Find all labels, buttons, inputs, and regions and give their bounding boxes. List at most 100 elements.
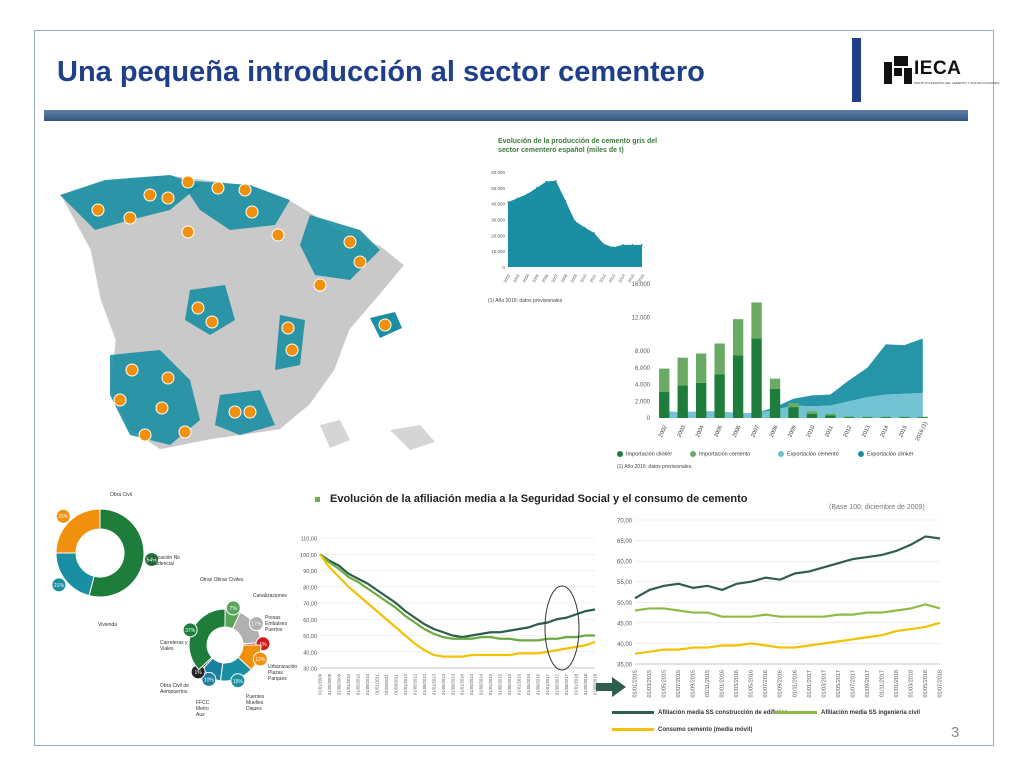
legend-ingenieria: Afiliación media SS ingeniería civil bbox=[775, 710, 920, 716]
line-xtick: 01/07/2015 bbox=[676, 670, 682, 698]
trade-bar-imp-cemento bbox=[788, 402, 799, 408]
production-footnote: (1) Año 2016: datos provisionales bbox=[488, 298, 563, 304]
line-ytick: 110,00 bbox=[301, 537, 317, 543]
trade-bar-imp-clinker bbox=[751, 338, 762, 418]
trade-bar-imp-clinker bbox=[843, 417, 855, 418]
prod-point bbox=[526, 193, 528, 195]
prod-xtick: 2006 bbox=[541, 272, 550, 283]
donut-value-label: 15% bbox=[233, 679, 244, 685]
line-xtick: 01/09/2012 bbox=[422, 673, 427, 695]
legend-consumo: Consumo cemento (media móvil) bbox=[612, 727, 752, 733]
trade-xtick: 2002 bbox=[658, 425, 669, 439]
prod-area bbox=[508, 180, 642, 267]
prod-point bbox=[564, 199, 567, 202]
line-xtick: 01/09/2010 bbox=[365, 673, 370, 695]
trade-area-3 bbox=[664, 338, 923, 413]
zoom-arrow-icon bbox=[596, 677, 626, 697]
donut-value-label: 21% bbox=[54, 583, 65, 589]
prod-xtick: 2005 bbox=[531, 272, 540, 283]
prod-xtick: 2009 bbox=[569, 272, 578, 283]
prod-ytick: 60.000 bbox=[491, 170, 505, 175]
line-ytick: 50,00 bbox=[617, 601, 633, 607]
trade-ytick: 6.000 bbox=[635, 366, 651, 372]
label-edificacion: Edificación No Residencial bbox=[148, 555, 180, 567]
trade-bar-imp-clinker bbox=[788, 407, 799, 418]
prod-xtick: 2012 bbox=[598, 272, 607, 283]
legend-importacion-clinker: Importación clinker bbox=[617, 451, 672, 457]
affiliation-line-chart-right: 35,00 40,00 45,00 50,00 55,00 60,00 65,00 70,00… bbox=[617, 519, 944, 698]
line-series bbox=[319, 553, 595, 642]
prod-xtick: 2013 bbox=[608, 272, 617, 283]
donut-value-label: 1% bbox=[195, 670, 203, 676]
donut-value-badge bbox=[230, 673, 246, 689]
trade-bar-imp-cemento bbox=[714, 343, 725, 375]
donut-value-label: 54% bbox=[147, 558, 158, 564]
trade-xtick: 2010 bbox=[806, 425, 817, 439]
line-xtick: 01/01/2018 bbox=[574, 673, 579, 695]
trade-chart: 0 2.000 4.000 6.000 8.000 12.000 16.000 2002 200… bbox=[632, 282, 929, 442]
donut-value-badge bbox=[144, 552, 160, 568]
line-series bbox=[634, 603, 941, 618]
line-xtick: 01/07/2018 bbox=[938, 670, 944, 698]
prod-point bbox=[641, 244, 643, 246]
line-ytick: 35,00 bbox=[617, 663, 633, 669]
trade-footnote: (1) Año 2016: datos provisionales. bbox=[617, 464, 693, 470]
logo-text: IECA bbox=[914, 58, 962, 79]
label-vivienda: Vivienda bbox=[98, 622, 118, 628]
donut-value-badge bbox=[252, 651, 268, 667]
label-presas: Presas Embalses Puertos bbox=[265, 615, 287, 633]
line-ytick: 65,00 bbox=[617, 539, 633, 545]
label-puentes: Puentes Muelles Diques bbox=[246, 694, 265, 712]
donut-value-badge bbox=[55, 508, 71, 524]
line-ytick: 40,00 bbox=[617, 642, 633, 648]
prod-point bbox=[622, 244, 624, 246]
donut-value-badge bbox=[182, 622, 198, 638]
line-xtick: 01/05/2009 bbox=[327, 673, 332, 695]
trade-bar-imp-cemento bbox=[695, 353, 707, 383]
prod-xtick: 2008 bbox=[560, 272, 569, 283]
affiliation-chart-title: Evolución de la afiliación media a la Se… bbox=[315, 493, 748, 505]
trade-bar-imp-cemento bbox=[806, 411, 818, 414]
line-xtick: 01/05/2017 bbox=[836, 670, 842, 698]
line-xtick: 01/03/2015 bbox=[647, 670, 653, 698]
trade-bar-imp-cemento bbox=[843, 416, 855, 418]
prod-xtick: 2016 bbox=[636, 272, 645, 283]
trade-bar-imp-cemento bbox=[751, 302, 762, 339]
prod-xtick: 2011 bbox=[589, 273, 598, 284]
production-chart-title: Evolución de la producción de cemento gr… bbox=[498, 138, 658, 154]
donut-value-badge bbox=[225, 600, 241, 616]
donut-value-label: 1% bbox=[259, 642, 267, 648]
affiliation-line-chart-left: 30,00 40,00 50,00 60,00 70,00 80,00 90,00 100,0… bbox=[300, 537, 598, 695]
donut-slice bbox=[55, 508, 101, 554]
prod-xtick: 2002 bbox=[502, 272, 511, 283]
trade-xtick: 2006 bbox=[732, 425, 743, 439]
line-xtick: 01/09/2013 bbox=[450, 673, 455, 695]
trade-bar-imp-clinker bbox=[659, 392, 670, 418]
label-obra-civil: Obra Civil bbox=[110, 492, 132, 498]
line-xtick: 01/09/2017 bbox=[564, 673, 569, 695]
line-xtick: 01/01/2009 bbox=[318, 673, 323, 695]
trade-ytick: 0 bbox=[647, 416, 651, 422]
trade-xtick: 2009 bbox=[787, 425, 798, 439]
prod-point bbox=[507, 201, 509, 203]
trade-xtick: 2011 bbox=[824, 425, 834, 438]
label-canalizaciones: Canalizaciones bbox=[253, 593, 287, 599]
logo-subtitle: INSTITUTO ESPAÑOL DEL CEMENTO Y SUS APLI… bbox=[914, 81, 1000, 85]
line-xtick: 01/09/2018 bbox=[593, 673, 598, 695]
line-series bbox=[319, 553, 596, 658]
label-urbanizacion: Urbanización Plazas Parques bbox=[268, 664, 298, 682]
spain-plants-map bbox=[58, 174, 435, 451]
trade-ytick: 2.000 bbox=[635, 399, 651, 405]
trade-bar-imp-clinker bbox=[695, 382, 707, 418]
label-otras-obras: Otras Obras Civiles bbox=[200, 577, 244, 583]
donut-chart-obra-civil: 7%17%1%12%15%10%1%37% bbox=[182, 600, 270, 689]
trade-bar-imp-clinker bbox=[732, 355, 744, 418]
line-xtick: 01/09/2016 bbox=[778, 670, 784, 698]
trade-bar-imp-cemento bbox=[769, 378, 781, 389]
prod-xtick: 2004 bbox=[521, 272, 530, 283]
label-carreteras: Carreteras y Viales bbox=[160, 640, 188, 652]
donut-value-badge bbox=[201, 671, 217, 687]
line-ytick: 100,00 bbox=[300, 553, 317, 559]
base-note: (Base 100: diciembre de 2009) bbox=[829, 504, 925, 511]
trade-bar-imp-clinker bbox=[880, 417, 892, 418]
